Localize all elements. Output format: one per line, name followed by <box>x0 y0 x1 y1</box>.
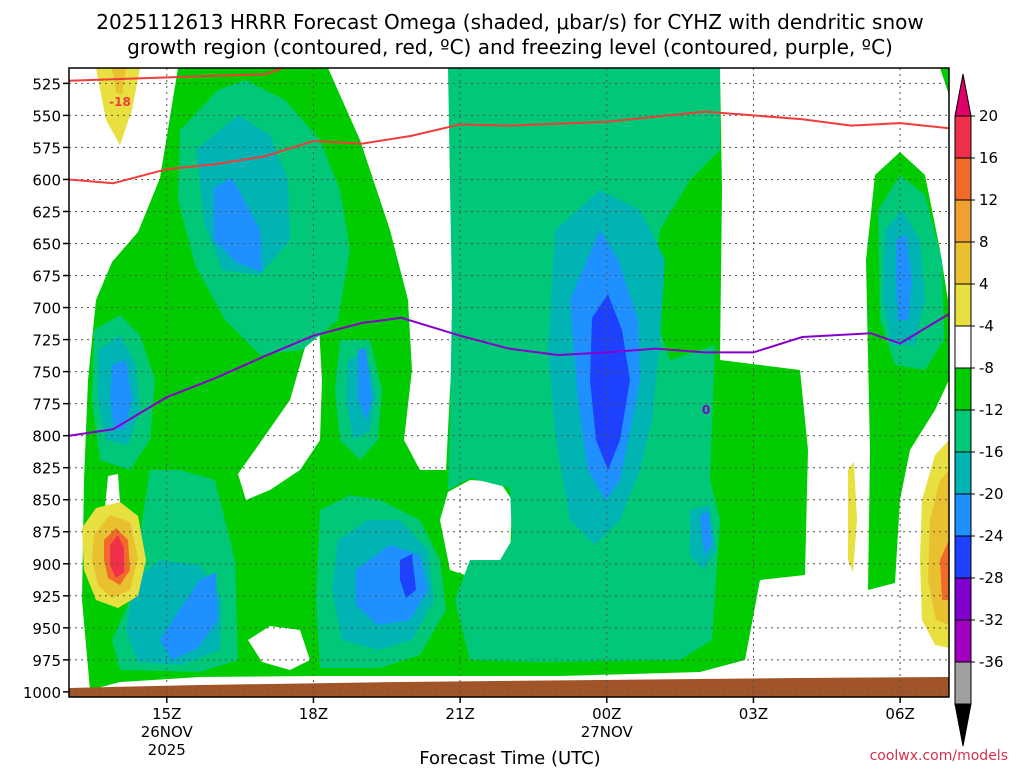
y-tick-label: 550 <box>32 107 61 125</box>
y-tick-label: 650 <box>32 236 61 254</box>
x-axis-label: Forecast Time (UTC) <box>419 748 600 768</box>
y-tick-label: 1000 <box>23 684 61 702</box>
credit-text: coolwx.com/models <box>870 748 1008 764</box>
colorbar-segment <box>954 157 972 201</box>
colorbar-label: 20 <box>979 107 998 125</box>
colorbar-label: -20 <box>979 485 1004 503</box>
y-tick-label: 925 <box>32 588 61 606</box>
x-tick-label: 21Z <box>445 705 474 723</box>
colorbar-label: -24 <box>979 527 1004 545</box>
y-tick-label: 575 <box>32 139 61 157</box>
y-tick-label: 725 <box>32 332 61 350</box>
colorbar-segment <box>954 115 972 159</box>
x-tick-label: 06Z <box>885 705 914 723</box>
colorbar-bottom-arrow <box>954 703 972 747</box>
colorbar-segment <box>954 325 972 369</box>
dgz-bottom-contour <box>69 110 949 185</box>
y-tick-label: 625 <box>32 203 61 221</box>
x-tick-date: 27NOV <box>581 723 634 741</box>
freezing-level-label: 0 <box>702 403 710 417</box>
x-tick-label: 15Z <box>152 705 181 723</box>
colorbar-label: -4 <box>979 317 994 335</box>
y-tick-label: 950 <box>32 620 61 638</box>
y-tick-label: 975 <box>32 652 61 670</box>
colorbar-segment <box>954 577 972 621</box>
x-tick-label: 03Z <box>739 705 768 723</box>
colorbar-segment <box>954 619 972 663</box>
chart-title-line1: 2025112613 HRRR Forecast Omega (shaded, … <box>96 10 923 34</box>
colorbar-segment <box>954 661 972 705</box>
y-tick-label: 700 <box>32 300 61 318</box>
colorbar-segment <box>954 241 972 285</box>
colorbar-label: -36 <box>979 653 1004 671</box>
y-tick-label: 850 <box>32 492 61 510</box>
grid-lines <box>69 68 949 697</box>
colorbar-label: 4 <box>979 275 989 293</box>
x-tick-label: 18Z <box>299 705 328 723</box>
x-tick-label: 00Z <box>592 705 621 723</box>
colorbar-label: -8 <box>979 359 994 377</box>
dgz-top-contour <box>69 68 287 82</box>
y-tick-label: 600 <box>32 171 61 189</box>
colorbar-segment <box>954 535 972 579</box>
omega-band-minus20 <box>400 294 630 598</box>
y-tick-label: 900 <box>32 556 61 574</box>
y-tick-label: 825 <box>32 460 61 478</box>
colorbar-label: -12 <box>979 401 1004 419</box>
y-tick-label: 800 <box>32 428 61 446</box>
x-tick-date: 26NOV <box>141 723 194 741</box>
colorbar-segment <box>954 199 972 243</box>
y-tick-label: 750 <box>32 364 61 382</box>
colorbar-label: -28 <box>979 569 1004 587</box>
colorbar-segment <box>954 367 972 411</box>
colorbar-top-arrow <box>954 73 972 117</box>
x-tick-year: 2025 <box>148 741 186 759</box>
colorbar: 20 16 12 8 4 -4 -8 -12 -16 -20 -24 -28 -32 -36 <box>954 73 1004 747</box>
y-tick-label: 675 <box>32 268 61 286</box>
omega-shading <box>69 68 949 697</box>
y-tick-label: 525 <box>32 75 61 93</box>
y-tick-label: 775 <box>32 396 61 414</box>
colorbar-label: -32 <box>979 611 1004 629</box>
colorbar-segment <box>954 493 972 537</box>
colorbar-label: 8 <box>979 233 989 251</box>
plot-frame <box>68 67 950 698</box>
colorbar-label: -16 <box>979 443 1004 461</box>
dgz-contour-label: -18 <box>109 95 131 109</box>
chart-title-line2: growth region (contoured, red, ºC) and f… <box>127 35 893 59</box>
colorbar-segment <box>954 451 972 495</box>
colorbar-label: 16 <box>979 149 998 167</box>
y-axis: 525 550 575 600 625 650 675 700 725 750 775 800 825 8… <box>23 75 69 702</box>
freezing-level-contour <box>69 313 949 437</box>
y-tick-label: 875 <box>32 524 61 542</box>
colorbar-segment <box>954 409 972 453</box>
colorbar-label: 12 <box>979 191 998 209</box>
contour-lines <box>69 68 949 437</box>
colorbar-segment <box>954 283 972 327</box>
